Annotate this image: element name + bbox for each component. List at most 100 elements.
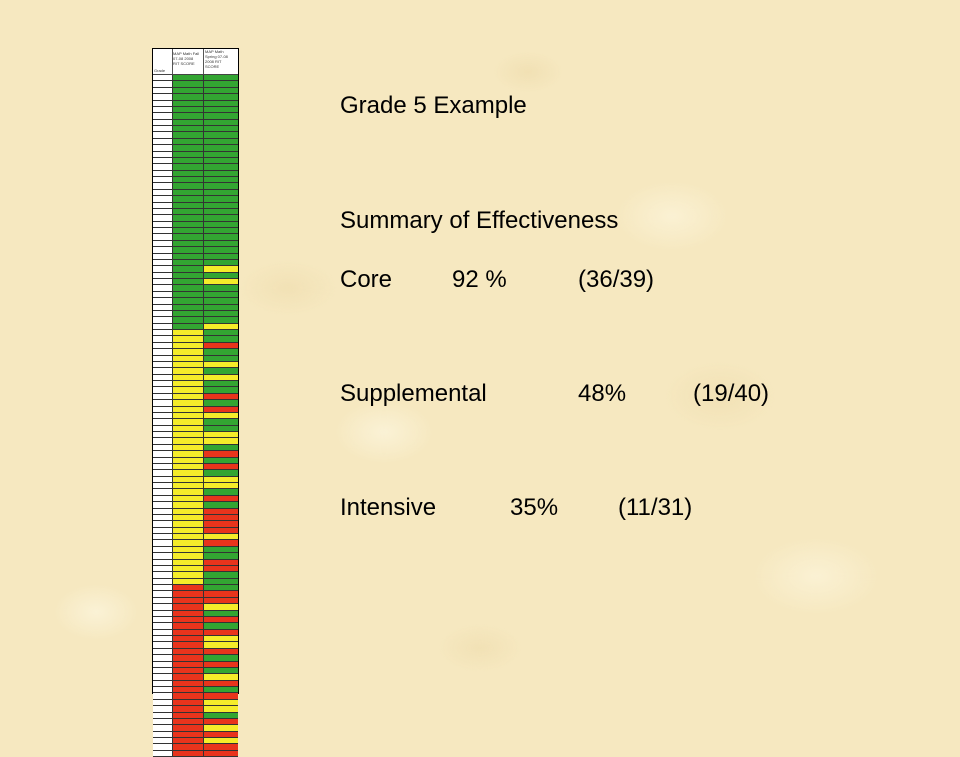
spring-score-cell xyxy=(204,259,238,266)
fall-score-cell xyxy=(173,750,204,757)
spring-score-cell xyxy=(204,228,238,234)
grade-cell xyxy=(153,629,173,635)
fall-score-cell xyxy=(173,578,204,584)
table-row xyxy=(153,406,238,413)
spring-score-cell xyxy=(204,272,238,278)
fall-score-cell xyxy=(173,138,204,145)
spring-score-cell xyxy=(204,323,238,329)
grade-cell xyxy=(153,725,173,731)
grade-cell xyxy=(153,553,173,559)
spreadsheet-thumbnail: Grade MAP Math Fall 07-08 2008 RIT SCORE… xyxy=(152,48,239,757)
fall-score-cell xyxy=(173,170,204,176)
spring-score-cell xyxy=(204,106,238,113)
grade-cell xyxy=(153,521,173,527)
slide-heading: Grade 5 Example xyxy=(340,92,527,119)
spring-score-cell xyxy=(204,349,238,355)
fall-score-cell xyxy=(173,113,204,119)
spring-score-cell xyxy=(204,432,238,438)
grade-cell xyxy=(153,355,173,361)
spring-score-cell xyxy=(204,444,238,451)
fall-score-cell xyxy=(173,330,204,336)
spring-score-cell xyxy=(204,706,238,712)
table-row xyxy=(153,597,238,605)
fall-score-cell xyxy=(173,661,204,667)
spring-score-cell xyxy=(204,215,238,221)
spring-score-cell xyxy=(204,355,238,361)
grade-cell xyxy=(153,330,173,336)
fall-score-cell xyxy=(173,597,204,604)
grade-cell xyxy=(153,565,173,572)
table-row xyxy=(153,585,238,592)
spring-score-cell xyxy=(204,361,238,368)
spring-score-cell xyxy=(204,725,238,731)
table-row xyxy=(153,106,238,114)
spring-score-cell xyxy=(204,731,238,737)
spring-score-cell xyxy=(204,126,238,132)
fall-score-cell xyxy=(173,693,204,699)
table-row xyxy=(153,189,238,197)
spring-score-cell xyxy=(204,202,238,208)
table-row xyxy=(153,502,238,509)
table-row xyxy=(153,221,238,228)
fall-score-cell xyxy=(173,451,204,457)
spring-score-cell xyxy=(204,534,238,540)
table-row xyxy=(153,457,238,464)
spring-score-cell xyxy=(204,240,238,247)
table-row xyxy=(153,508,238,515)
grade-cell xyxy=(153,534,173,540)
grade-cell xyxy=(153,272,173,278)
spring-score-cell xyxy=(204,502,238,508)
fall-score-cell xyxy=(173,527,204,533)
spreadsheet-rows xyxy=(153,75,238,757)
spring-score-cell xyxy=(204,514,238,521)
fall-score-cell xyxy=(173,712,204,718)
fall-score-cell xyxy=(173,508,204,514)
fall-score-cell xyxy=(173,495,204,502)
spring-score-cell xyxy=(204,470,238,476)
spring-score-cell xyxy=(204,585,238,591)
grade-cell xyxy=(153,750,173,757)
fall-score-cell xyxy=(173,381,204,387)
spring-score-cell xyxy=(204,177,238,183)
fall-score-cell xyxy=(173,361,204,368)
fall-score-cell xyxy=(173,106,204,113)
grade-cell xyxy=(153,291,173,298)
spring-score-cell xyxy=(204,699,238,706)
table-row xyxy=(153,119,238,126)
fall-score-cell xyxy=(173,310,204,317)
fall-score-cell xyxy=(173,202,204,208)
grade-cell xyxy=(153,279,173,285)
spring-score-cell xyxy=(204,680,238,686)
grade-cell xyxy=(153,502,173,508)
spring-score-cell xyxy=(204,661,238,667)
table-row xyxy=(153,616,238,624)
row-label: Core xyxy=(340,266,393,293)
spring-score-cell xyxy=(204,374,238,380)
table-row xyxy=(153,534,238,541)
table-row xyxy=(153,521,238,528)
spring-score-cell xyxy=(204,687,238,693)
table-row xyxy=(153,451,238,458)
spring-score-cell xyxy=(204,597,238,604)
fall-score-cell xyxy=(173,687,204,693)
fall-score-cell xyxy=(173,565,204,572)
grade-cell xyxy=(153,247,173,253)
table-row xyxy=(153,527,238,534)
spring-score-cell xyxy=(204,565,238,572)
table-row xyxy=(153,699,238,707)
grade-cell xyxy=(153,406,173,412)
spring-score-cell xyxy=(204,508,238,514)
fall-score-cell xyxy=(173,546,204,553)
spring-score-cell xyxy=(204,151,238,157)
table-row xyxy=(153,636,238,643)
spring-score-cell xyxy=(204,119,238,125)
table-row xyxy=(153,604,238,611)
fall-score-cell xyxy=(173,279,204,285)
fall-score-cell xyxy=(173,623,204,629)
spring-score-cell xyxy=(204,712,238,718)
grade-cell xyxy=(153,680,173,686)
fall-score-cell xyxy=(173,406,204,412)
table-row xyxy=(153,572,238,579)
spring-score-cell xyxy=(204,693,238,699)
fall-score-cell xyxy=(173,247,204,253)
